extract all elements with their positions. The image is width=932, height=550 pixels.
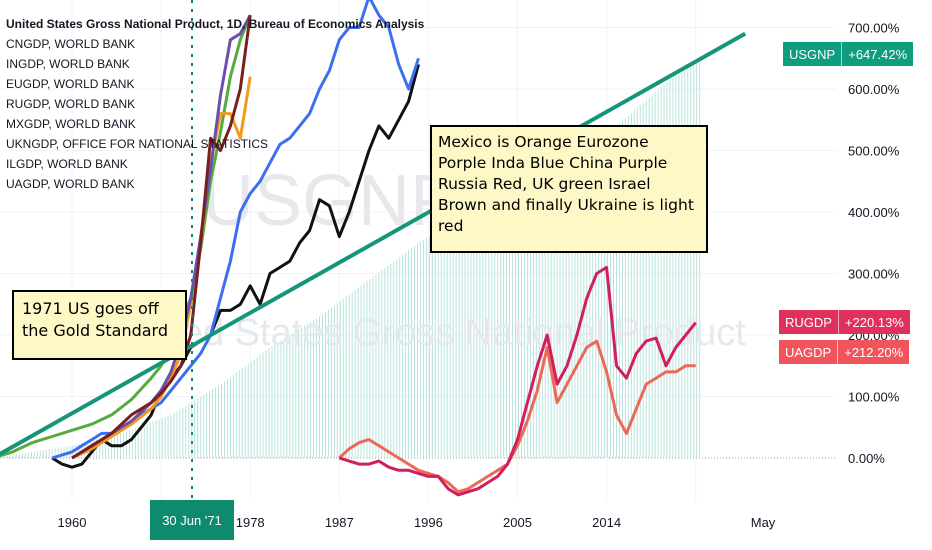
y-tick-label: 300.00% xyxy=(848,267,900,282)
legend-item[interactable]: CNGDP, WORLD BANK xyxy=(6,37,136,51)
legend-item[interactable]: ILGDP, WORLD BANK xyxy=(6,157,128,171)
legend-item[interactable]: RUGDP, WORLD BANK xyxy=(6,97,136,111)
price-tag-rugdp: RUGDP +220.13% xyxy=(779,310,910,334)
series-line-uk[interactable] xyxy=(0,14,252,458)
y-tick-label: 100.00% xyxy=(848,390,900,405)
price-tag-usgnp: USGNP +647.42% xyxy=(783,42,914,66)
trendline[interactable] xyxy=(0,31,747,458)
colors-annotation[interactable]: Mexico is Orange Eurozone Porple Inda Bl… xyxy=(430,125,708,253)
series-line-ukraine[interactable] xyxy=(338,339,696,494)
x-tick-label: 1978 xyxy=(236,515,265,530)
legend-item[interactable]: UKNGDP, OFFICE FOR NATIONAL STATISTICS xyxy=(6,137,269,151)
y-tick-label: 0.00% xyxy=(848,451,885,466)
series-line-israel[interactable] xyxy=(71,15,252,460)
x-tick-label: 2014 xyxy=(592,515,621,530)
legend-item[interactable]: EUGDP, WORLD BANK xyxy=(6,77,135,91)
y-tick-label: 700.00% xyxy=(848,21,900,36)
series-legend: United States Gross National Product, 1D… xyxy=(6,14,424,194)
price-tag-name: UAGDP xyxy=(785,344,832,360)
y-axis: 0.00%100.00%200.00%300.00%400.00%500.00%… xyxy=(848,21,900,467)
series-line-russia[interactable] xyxy=(338,265,697,497)
x-tick-label: 1987 xyxy=(325,515,354,530)
x-tick-label: 2005 xyxy=(503,515,532,530)
price-tag-name: RUGDP xyxy=(785,314,832,330)
price-tag-uagdp: UAGDP +212.20% xyxy=(779,340,910,364)
y-tick-label: 500.00% xyxy=(848,144,900,159)
crosshair-date-label: 30 Jun '71 xyxy=(150,500,234,540)
series-line-black[interactable] xyxy=(51,64,420,469)
y-tick-label: 600.00% xyxy=(848,82,900,97)
x-tick-label: May xyxy=(751,515,776,530)
y-tick-label: 400.00% xyxy=(848,205,900,220)
usgnp-area-series xyxy=(1,60,701,458)
legend-item[interactable]: UAGDP, WORLD BANK xyxy=(6,177,135,191)
legend-item[interactable]: INGDP, WORLD BANK xyxy=(6,57,130,71)
price-tag-value: +647.42% xyxy=(841,42,913,66)
x-axis: 1960 1978 1987 1996 2005 2014 May xyxy=(58,515,776,530)
gold-standard-annotation[interactable]: 1971 US goes off the Gold Standard xyxy=(12,290,187,360)
legend-item[interactable]: MXGDP, WORLD BANK xyxy=(6,117,136,131)
watermark-description: United States Gross National Product xyxy=(114,312,746,354)
legend-item[interactable]: United States Gross National Product, 1D… xyxy=(6,17,425,31)
price-tag-value: +212.20% xyxy=(837,340,909,364)
x-tick-label: 1996 xyxy=(414,515,443,530)
price-tag-value: +220.13% xyxy=(837,310,910,334)
price-tag-name: USGNP xyxy=(789,46,836,62)
x-tick-label: 1960 xyxy=(58,515,87,530)
